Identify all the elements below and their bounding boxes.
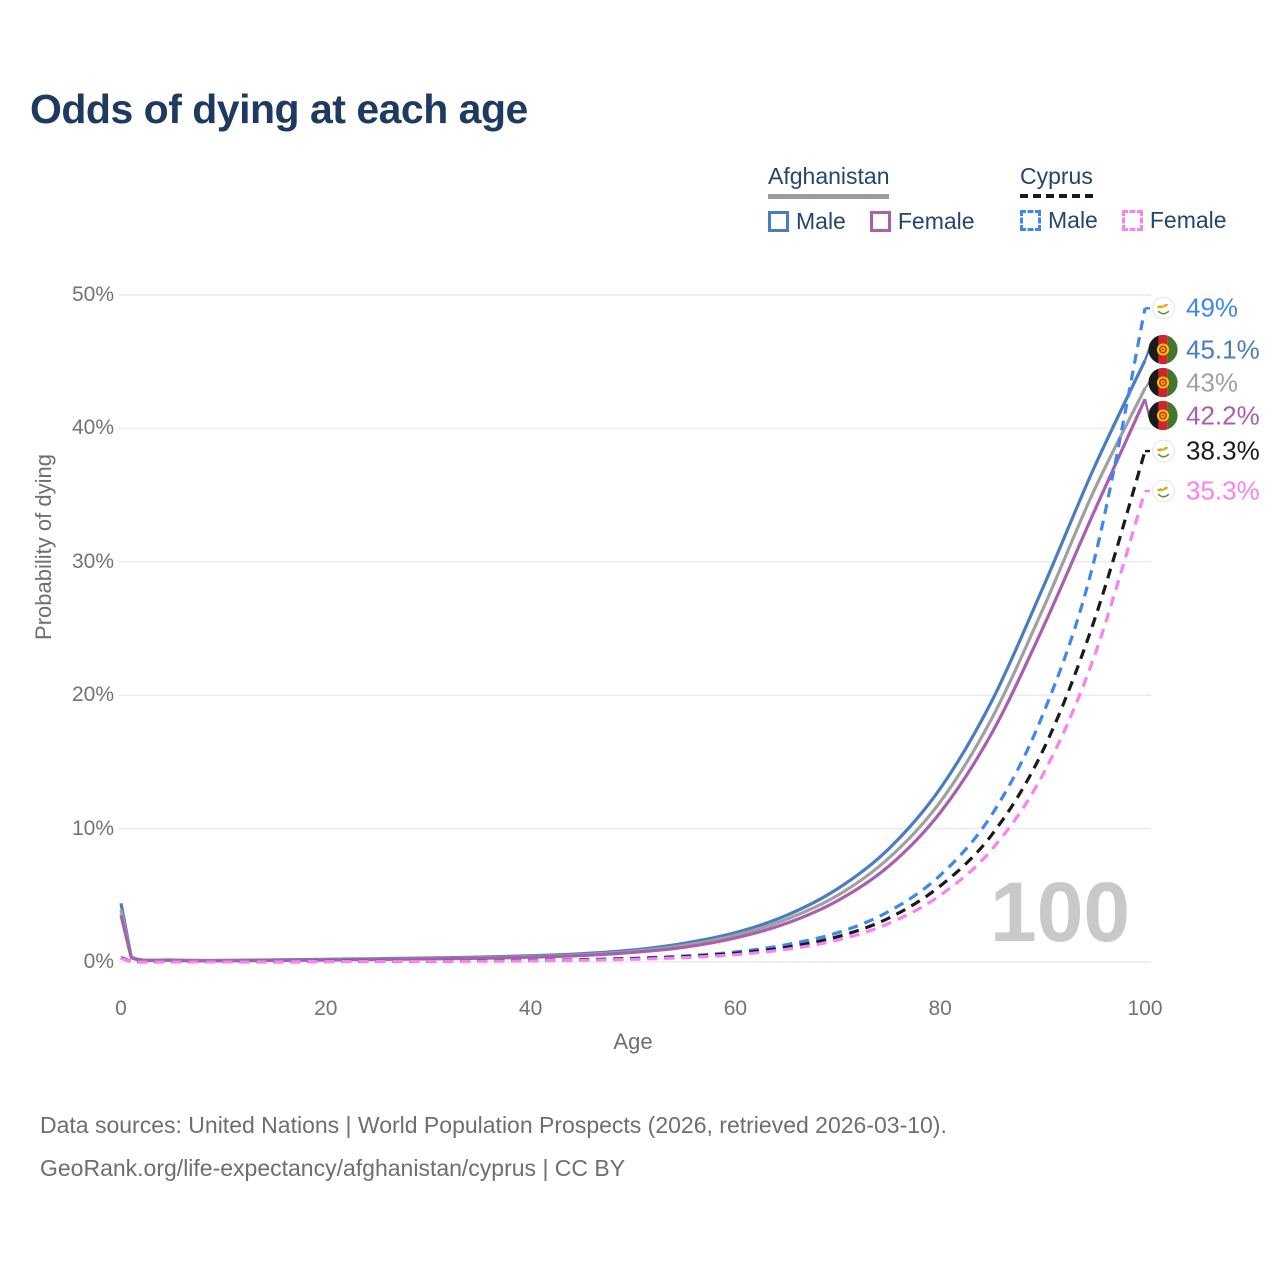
series-line-afghanistan-all — [119, 387, 1147, 963]
cyprus-female-swatch — [1121, 210, 1143, 231]
legend-item-cyprus-male[interactable]: Male — [1020, 207, 1098, 234]
legend-label: Female — [897, 208, 975, 234]
legend-items-afghanistan: Male Female — [768, 208, 975, 235]
series-line-cyprus-female — [120, 490, 1147, 964]
legend-label: Male — [796, 208, 846, 234]
legend-country-afghanistan: Afghanistan — [768, 163, 890, 199]
legend-item-cyprus-female[interactable]: Female — [1121, 207, 1227, 234]
footer-data-sources: Data sources: United Nations | World Pop… — [40, 1112, 947, 1138]
afghanistan-female-swatch — [869, 211, 891, 232]
cyprus-male-swatch — [1020, 210, 1041, 231]
page-title: Odds of dying at each age — [30, 86, 528, 132]
footer-attribution: GeoRank.org/life-expectancy/afghanistan/… — [40, 1155, 626, 1181]
legend-country-cyprus: Cyprus — [1020, 163, 1093, 198]
legend-group-afghanistan: Afghanistan Male Female — [768, 163, 975, 235]
series-line-afghanistan-female — [119, 398, 1147, 963]
legend-group-cyprus: Cyprus Male Female — [1020, 163, 1227, 234]
series-line-cyprus-male — [120, 307, 1147, 964]
legend-item-afghanistan-female[interactable]: Female — [869, 208, 975, 235]
legend-label: Male — [1048, 207, 1098, 233]
afghanistan-male-swatch — [768, 211, 789, 232]
series-line-afghanistan-male — [119, 359, 1147, 963]
series-line-cyprus-all — [120, 450, 1147, 964]
end-label-connector — [1143, 348, 1158, 361]
footer: Data sources: United Nations | World Pop… — [40, 1104, 947, 1190]
legend-label: Female — [1149, 207, 1227, 233]
end-label-connector — [1143, 398, 1158, 417]
legend-items-cyprus: Male Female — [1020, 207, 1227, 234]
legend-item-afghanistan-male[interactable]: Male — [768, 208, 846, 235]
end-label-connector — [1144, 381, 1158, 390]
